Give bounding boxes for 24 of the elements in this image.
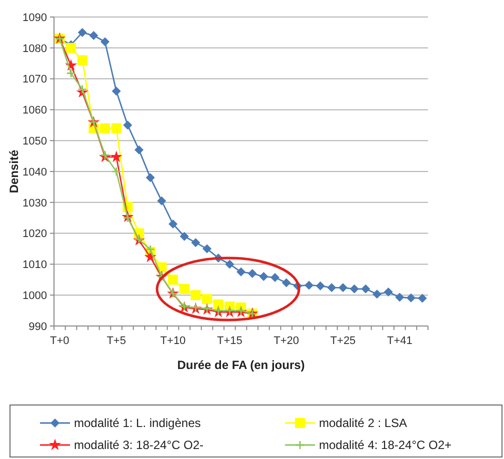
x-tick-label: T+0 — [50, 335, 70, 347]
legend-label: modalité 4: 18-24°C O2+ — [319, 438, 452, 452]
legend-label: modalité 2 : LSA — [319, 416, 408, 430]
x-axis-title: Durée de FA (en jours) — [177, 358, 305, 372]
y-tick-label: 1060 — [22, 104, 47, 117]
legend-label: modalité 1: L. indigènes — [74, 416, 201, 430]
y-tick-label: 1070 — [22, 74, 47, 86]
x-tick-label: T+15 — [216, 335, 242, 347]
y-tick-label: 1000 — [22, 290, 47, 302]
x-tick-label: T+25 — [330, 335, 356, 347]
y-axis-title: Densité — [7, 150, 21, 194]
x-tick-label: T+10 — [160, 335, 186, 347]
y-tick-label: 990 — [28, 320, 47, 333]
x-tick-label: T+41 — [386, 335, 412, 347]
y-tick-label: 1040 — [22, 166, 47, 178]
y-tick-label: 1080 — [22, 42, 47, 55]
y-tick-label: 1050 — [22, 135, 47, 148]
y-tick-label: 1090 — [22, 12, 47, 24]
y-tick-label: 1030 — [22, 197, 47, 210]
legend-label: modalité 3: 18-24°C O2- — [74, 438, 204, 452]
y-tick-label: 1020 — [22, 228, 47, 240]
y-tick-label: 1010 — [22, 259, 47, 272]
x-tick-label: T+5 — [106, 335, 126, 347]
x-tick-label: T+20 — [274, 335, 300, 347]
